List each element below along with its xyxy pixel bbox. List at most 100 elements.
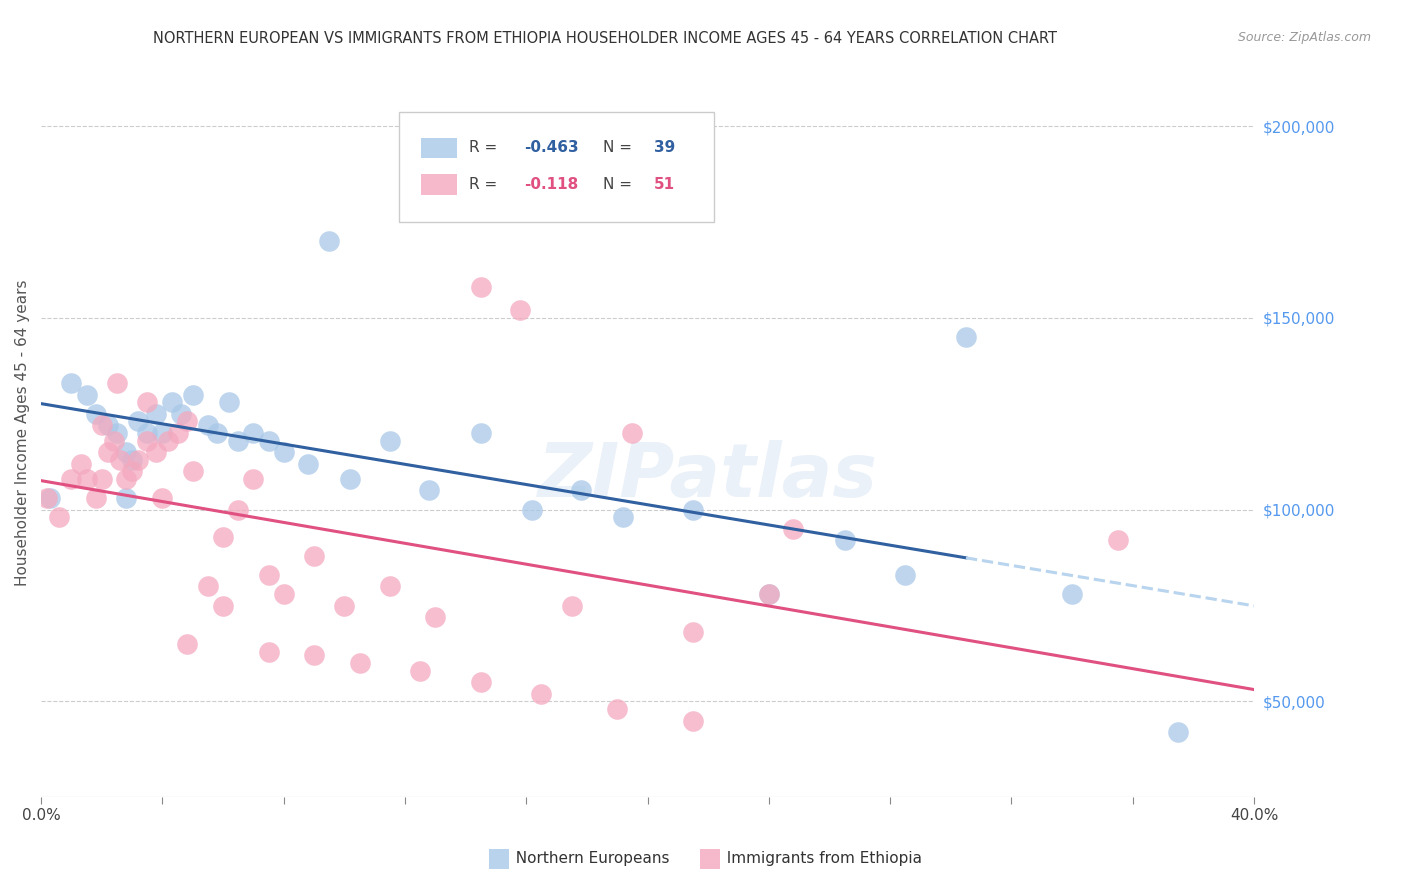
Point (218, 395, 240, 409)
Point (257, 434, 280, 448)
Point (212, 529, 235, 543)
Point (242, 425, 264, 440)
Point (121, 464, 143, 478)
Text: Immigrants from Ethiopia: Immigrants from Ethiopia (717, 851, 922, 865)
Point (169, 407, 191, 421)
Text: R =: R = (470, 140, 502, 155)
Text: -0.118: -0.118 (524, 177, 578, 192)
Text: ZIPatlas: ZIPatlas (538, 440, 879, 513)
Point (378, 434, 401, 448)
Point (273, 445, 295, 459)
Point (606, 702, 628, 716)
Point (212, 599, 235, 613)
Point (84, 491, 107, 505)
Point (127, 452, 149, 467)
Text: Source: ZipAtlas.com: Source: ZipAtlas.com (1237, 31, 1371, 45)
Point (418, 483, 440, 498)
Point (197, 579, 219, 593)
Point (509, 303, 531, 318)
Point (145, 407, 167, 421)
Point (115, 491, 138, 505)
Point (621, 425, 644, 440)
Point (76, 472, 98, 486)
Point (145, 445, 167, 459)
Point (409, 664, 432, 678)
Point (273, 587, 295, 601)
Point (470, 675, 492, 690)
Point (181, 387, 204, 401)
FancyBboxPatch shape (420, 174, 457, 194)
Point (242, 472, 264, 486)
Point (333, 599, 356, 613)
Point (1062, 587, 1084, 601)
Point (90, 472, 112, 486)
Point (378, 579, 401, 593)
Point (97, 418, 120, 433)
Point (758, 587, 780, 601)
FancyBboxPatch shape (420, 137, 457, 158)
Point (157, 434, 180, 448)
Point (39, 491, 62, 505)
Point (69, 457, 91, 471)
Point (160, 395, 183, 409)
Point (682, 714, 704, 728)
Point (127, 414, 149, 428)
Point (90, 418, 112, 433)
Point (530, 687, 553, 701)
Point (226, 502, 249, 516)
Point (76, 387, 98, 401)
Point (834, 533, 856, 548)
Point (108, 452, 131, 467)
Point (569, 483, 592, 498)
Point (782, 522, 804, 536)
Text: 39: 39 (654, 140, 675, 155)
Point (758, 587, 780, 601)
FancyBboxPatch shape (399, 112, 714, 221)
Point (152, 491, 174, 505)
Text: N =: N = (603, 177, 637, 192)
Point (470, 280, 492, 294)
Y-axis label: Householder Income Ages 45 - 64 years: Householder Income Ages 45 - 64 years (15, 280, 30, 586)
Point (955, 330, 977, 344)
Point (470, 425, 492, 440)
Point (425, 610, 447, 624)
Point (302, 549, 325, 563)
Point (115, 472, 138, 486)
Point (561, 599, 583, 613)
Text: R =: R = (470, 177, 508, 192)
Point (522, 502, 544, 516)
Point (612, 510, 634, 524)
Point (176, 637, 198, 651)
Point (60, 472, 83, 486)
Point (257, 644, 280, 658)
Point (152, 425, 174, 440)
Text: NORTHERN EUROPEAN VS IMMIGRANTS FROM ETHIOPIA HOUSEHOLDER INCOME AGES 45 - 64 YE: NORTHERN EUROPEAN VS IMMIGRANTS FROM ETH… (153, 31, 1056, 46)
Point (339, 472, 361, 486)
Point (1167, 725, 1189, 739)
Point (37, 491, 59, 505)
Point (48, 510, 70, 524)
Point (1107, 533, 1129, 548)
Point (60, 376, 83, 390)
Point (682, 625, 704, 640)
Text: N =: N = (603, 140, 637, 155)
Point (115, 445, 138, 459)
Point (136, 395, 159, 409)
Point (176, 414, 198, 428)
Point (682, 502, 704, 516)
Point (105, 376, 128, 390)
Point (181, 464, 204, 478)
Text: Northern Europeans: Northern Europeans (506, 851, 669, 865)
Point (136, 425, 159, 440)
Point (136, 434, 159, 448)
Point (302, 648, 325, 663)
Point (297, 457, 319, 471)
Point (318, 234, 340, 248)
Point (121, 452, 143, 467)
Text: 51: 51 (654, 177, 675, 192)
Point (257, 567, 280, 582)
Point (226, 434, 249, 448)
Point (197, 418, 219, 433)
Point (84, 407, 107, 421)
Point (105, 425, 128, 440)
